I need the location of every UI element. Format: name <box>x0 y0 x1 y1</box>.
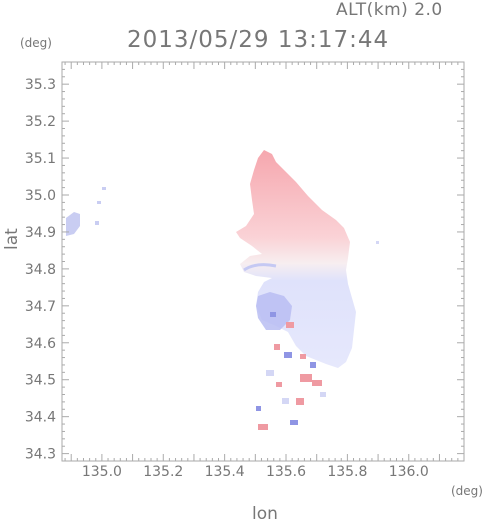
blue-echo-spots <box>256 312 316 425</box>
y-tick-label: 34.8 <box>25 262 56 278</box>
pale-echo-specks <box>266 241 379 404</box>
y-tick-label: 34.9 <box>25 225 56 241</box>
x-tick-label: 135.4 <box>205 464 245 480</box>
y-tick-label: 34.4 <box>25 410 56 426</box>
x-tick-label: 135.8 <box>327 464 367 480</box>
red-echo-spots <box>258 322 322 430</box>
altitude-label: ALT(km) 2.0 <box>336 0 443 20</box>
y-tick-label: 35.1 <box>25 151 56 167</box>
tick-layer: 135.0 135.2 135.4 135.6 135.8 136.0 34.3 34.4 34… <box>25 61 465 480</box>
x-tick-label: 135.6 <box>266 464 306 480</box>
echo-region <box>66 150 379 430</box>
main-echo-area <box>236 150 356 368</box>
timestamp-title: 2013/05/29 13:17:44 <box>127 27 390 53</box>
x-tick-label: 136.0 <box>389 464 429 480</box>
x-axis-label: lon <box>252 504 278 524</box>
y-tick-label: 34.7 <box>25 299 56 315</box>
y-tick-label: 35.3 <box>25 77 56 93</box>
blue-core <box>256 292 292 330</box>
y-tick-label: 34.6 <box>25 336 56 352</box>
y-tick-label: 35.0 <box>25 188 56 204</box>
y-tick-label: 34.3 <box>25 447 56 463</box>
x-tick-label: 135.0 <box>82 464 122 480</box>
y-tick-label: 34.5 <box>25 373 56 389</box>
west-echo-patches <box>66 187 106 236</box>
x-unit-label: (deg) <box>451 484 483 498</box>
y-unit-label: (deg) <box>20 36 52 50</box>
blue-arc <box>243 263 277 272</box>
y-tick-label: 35.2 <box>25 114 56 130</box>
x-tick-label: 135.2 <box>143 464 183 480</box>
